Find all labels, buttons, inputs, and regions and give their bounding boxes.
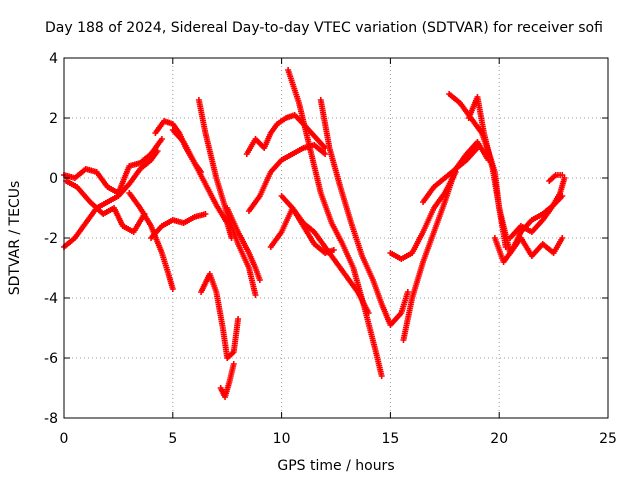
y-tick-label: -8 — [44, 411, 58, 427]
data-point — [365, 310, 372, 316]
y-tick-label: 0 — [49, 171, 58, 187]
y-tick-label: -2 — [44, 231, 58, 247]
data-point — [330, 247, 337, 253]
x-tick-label: 0 — [60, 431, 69, 447]
x-tick-label: 15 — [381, 431, 399, 447]
data-series — [63, 178, 148, 235]
data-series — [148, 211, 209, 241]
data-series — [317, 97, 411, 328]
data-point — [559, 172, 566, 178]
data-series — [217, 361, 237, 400]
data-point — [256, 277, 263, 283]
data-point — [559, 235, 566, 241]
data-point — [322, 151, 329, 157]
data-series — [243, 112, 329, 157]
x-axis-label: GPS time / hours — [277, 458, 394, 474]
tick-layer: 0 5 10 15 20 25 -8 -6 -4 -2 0 2 4 — [44, 51, 617, 447]
data-series — [546, 172, 566, 184]
data-point — [230, 361, 237, 367]
data-series — [400, 145, 481, 343]
data-layer — [61, 67, 568, 400]
y-tick-label: 2 — [49, 111, 58, 127]
data-point — [235, 316, 242, 322]
y-tick-label: -6 — [44, 351, 58, 367]
data-point — [404, 289, 411, 295]
data-point — [154, 148, 161, 154]
y-axis-label: SDTVAR / TECUs — [7, 181, 23, 296]
chart-title: Day 188 of 2024, Sidereal Day-to-day VTE… — [45, 20, 603, 36]
data-series — [507, 175, 568, 241]
data-point — [202, 211, 209, 217]
y-tick-label: -4 — [44, 291, 58, 307]
data-series — [224, 205, 263, 283]
data-series — [195, 97, 259, 298]
data-series — [61, 148, 161, 250]
x-tick-label: 25 — [599, 431, 617, 447]
x-tick-label: 20 — [490, 431, 508, 447]
data-series — [285, 67, 385, 379]
data-series — [465, 94, 566, 259]
data-series — [278, 193, 372, 316]
data-point — [158, 136, 165, 142]
data-point — [169, 286, 176, 292]
data-series — [126, 190, 176, 292]
y-tick-label: 4 — [49, 51, 58, 67]
data-series — [420, 139, 492, 205]
data-series — [198, 271, 242, 361]
data-point — [252, 292, 259, 298]
data-series — [169, 127, 235, 241]
grid-layer — [64, 58, 608, 418]
data-point — [378, 373, 385, 379]
x-tick-label: 5 — [168, 431, 177, 447]
x-tick-label: 10 — [273, 431, 291, 447]
